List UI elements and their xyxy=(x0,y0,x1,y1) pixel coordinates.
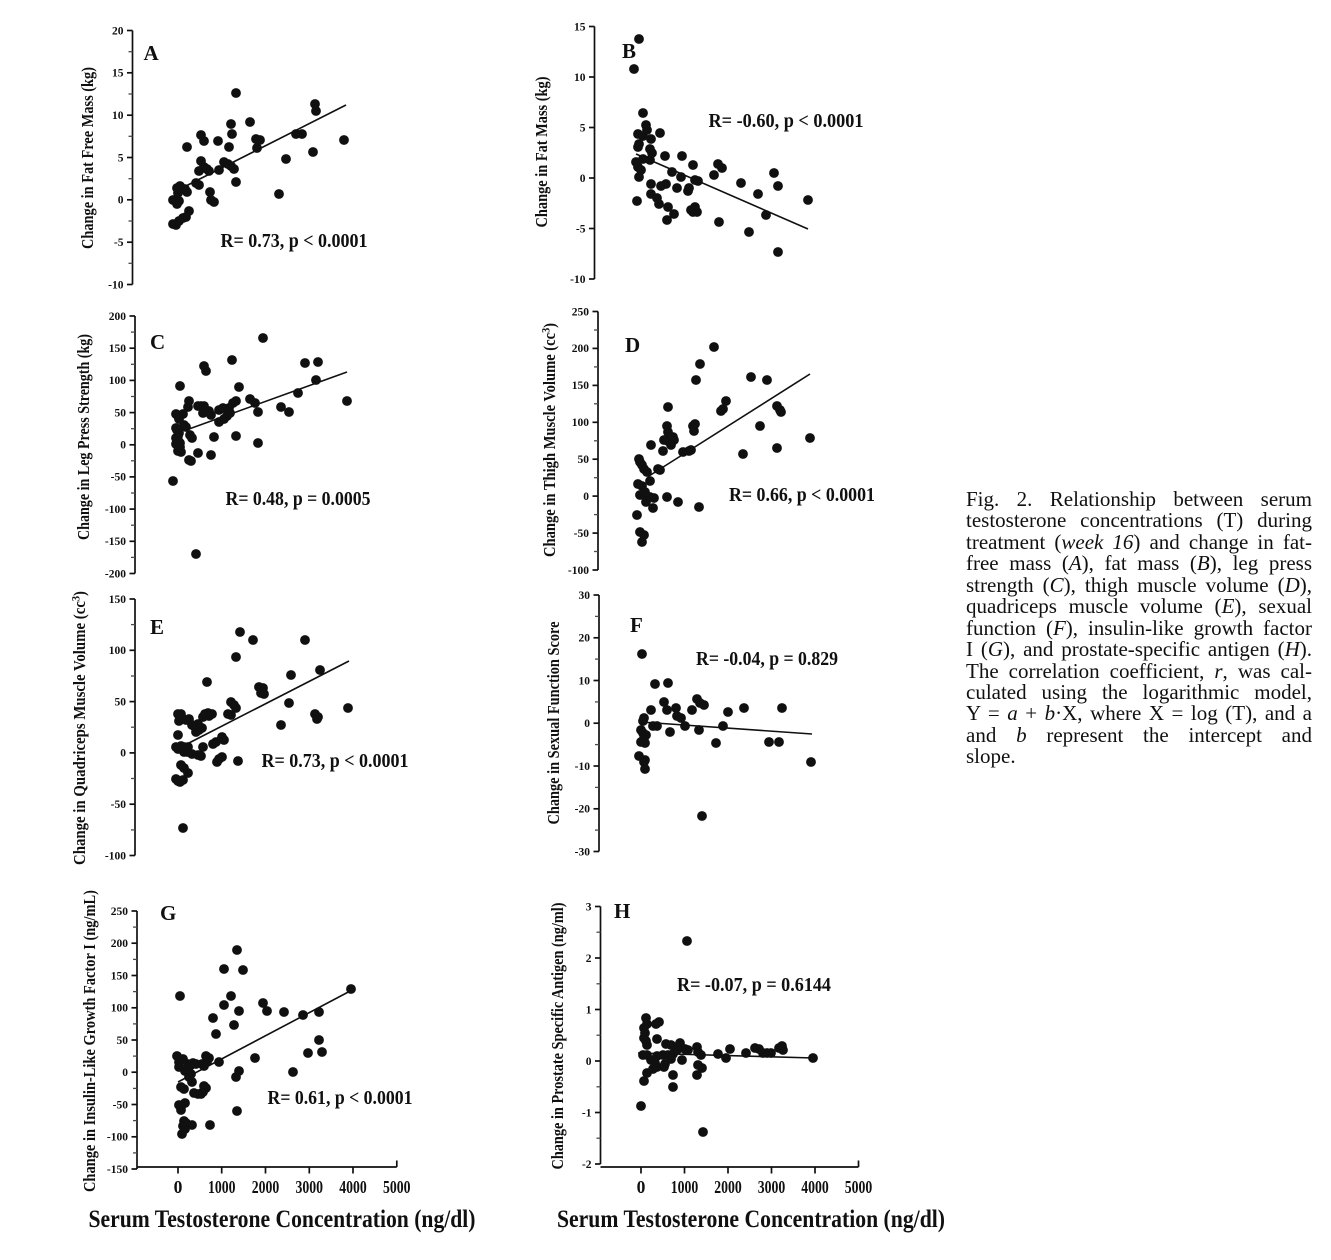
svg-text:Serum Testosterone Concentrati: Serum Testosterone Concentration (ng/dl) xyxy=(89,1206,476,1233)
svg-text:Serum Testosterone Concentrati: Serum Testosterone Concentration (ng/dl) xyxy=(557,1206,945,1233)
svg-text:-5: -5 xyxy=(114,237,124,249)
svg-text:3000: 3000 xyxy=(296,1177,324,1197)
svg-text:5000: 5000 xyxy=(845,1177,873,1197)
svg-text:F: F xyxy=(630,613,643,637)
svg-text:C: C xyxy=(150,330,165,354)
svg-text:E: E xyxy=(150,615,164,639)
svg-text:G: G xyxy=(160,901,176,925)
svg-text:1: 1 xyxy=(586,1004,592,1016)
svg-text:-20: -20 xyxy=(575,804,591,816)
svg-text:-50: -50 xyxy=(111,799,127,811)
svg-text:15: 15 xyxy=(112,68,124,80)
svg-text:2000: 2000 xyxy=(714,1177,742,1197)
svg-text:100: 100 xyxy=(109,645,127,657)
svg-text:200: 200 xyxy=(109,311,127,323)
svg-text:0: 0 xyxy=(586,1056,592,1068)
svg-text:-100: -100 xyxy=(105,504,126,516)
svg-text:200: 200 xyxy=(111,938,129,950)
svg-text:-100: -100 xyxy=(105,850,126,862)
svg-text:-50: -50 xyxy=(113,1099,129,1111)
svg-text:15: 15 xyxy=(574,21,586,33)
svg-text:0: 0 xyxy=(580,173,586,185)
svg-text:0: 0 xyxy=(118,195,124,207)
svg-text:R= 0.73, p < 0.0001: R= 0.73, p < 0.0001 xyxy=(221,231,368,252)
svg-text:H: H xyxy=(614,899,630,923)
svg-text:5: 5 xyxy=(118,152,124,164)
svg-text:Change in Quadriceps Muscle Vo: Change in Quadriceps Muscle Volume (cc3) xyxy=(70,591,89,865)
svg-text:Change in Prostate Specific An: Change in Prostate Specific Antigen (ng/… xyxy=(548,903,567,1170)
svg-text:100: 100 xyxy=(109,375,127,387)
svg-text:B: B xyxy=(622,39,636,63)
svg-text:-50: -50 xyxy=(574,528,590,540)
svg-text:5: 5 xyxy=(580,122,586,134)
svg-text:2: 2 xyxy=(586,953,592,965)
svg-text:250: 250 xyxy=(572,306,590,318)
svg-text:-10: -10 xyxy=(108,279,124,291)
svg-text:0: 0 xyxy=(122,1067,128,1079)
svg-text:R= -0.07, p = 0.6144: R= -0.07, p = 0.6144 xyxy=(677,975,831,996)
svg-text:-150: -150 xyxy=(107,1164,128,1176)
svg-text:-10: -10 xyxy=(575,761,591,773)
svg-text:100: 100 xyxy=(111,1003,129,1015)
svg-text:1000: 1000 xyxy=(671,1177,699,1197)
svg-text:5000: 5000 xyxy=(383,1177,411,1197)
svg-text:20: 20 xyxy=(579,633,591,645)
svg-text:50: 50 xyxy=(115,407,127,419)
svg-text:150: 150 xyxy=(109,594,127,606)
svg-text:0: 0 xyxy=(583,491,589,503)
svg-text:A: A xyxy=(144,41,160,65)
svg-text:100: 100 xyxy=(572,417,590,429)
svg-text:50: 50 xyxy=(117,1035,129,1047)
svg-text:-2: -2 xyxy=(582,1159,592,1171)
svg-text:10: 10 xyxy=(112,110,124,122)
svg-text:Change in Fat Mass (kg): Change in Fat Mass (kg) xyxy=(532,77,551,228)
svg-text:30: 30 xyxy=(579,590,591,602)
svg-text:50: 50 xyxy=(115,696,127,708)
svg-text:Change in Sexual Function Scor: Change in Sexual Function Score xyxy=(544,622,563,825)
svg-text:Change in Insulin-Like Growth: Change in Insulin-Like Growth Factor I (… xyxy=(80,890,99,1192)
svg-text:4000: 4000 xyxy=(339,1177,367,1197)
svg-text:R= 0.66, p < 0.0001: R= 0.66, p < 0.0001 xyxy=(729,485,875,506)
svg-text:R= 0.48, p = 0.0005: R= 0.48, p = 0.0005 xyxy=(226,489,371,510)
svg-text:250: 250 xyxy=(111,906,129,918)
svg-text:-100: -100 xyxy=(568,565,589,577)
svg-text:Change in Leg Press Strength (: Change in Leg Press Strength (kg) xyxy=(74,334,93,540)
svg-text:-30: -30 xyxy=(575,846,591,858)
svg-text:10: 10 xyxy=(574,72,586,84)
svg-text:150: 150 xyxy=(111,970,129,982)
svg-text:R= -0.04, p = 0.829: R= -0.04, p = 0.829 xyxy=(696,649,838,670)
svg-text:0: 0 xyxy=(174,1177,183,1197)
svg-text:150: 150 xyxy=(109,343,127,355)
svg-text:0: 0 xyxy=(637,1177,646,1197)
svg-text:-5: -5 xyxy=(576,223,586,235)
svg-text:3000: 3000 xyxy=(758,1177,786,1197)
svg-text:150: 150 xyxy=(572,380,590,392)
svg-text:-50: -50 xyxy=(111,472,127,484)
svg-text:-200: -200 xyxy=(105,568,126,580)
svg-text:2000: 2000 xyxy=(252,1177,280,1197)
svg-text:-10: -10 xyxy=(570,274,586,286)
svg-text:-150: -150 xyxy=(105,536,126,548)
svg-text:R= 0.73, p < 0.0001: R= 0.73, p < 0.0001 xyxy=(262,751,409,772)
svg-text:0: 0 xyxy=(120,748,126,760)
svg-text:4000: 4000 xyxy=(801,1177,829,1197)
svg-text:Change in Thigh Muscle Volume: Change in Thigh Muscle Volume (cc3) xyxy=(540,323,559,557)
svg-text:D: D xyxy=(625,333,640,357)
svg-text:0: 0 xyxy=(120,440,126,452)
svg-text:10: 10 xyxy=(579,675,591,687)
svg-text:200: 200 xyxy=(572,343,590,355)
svg-text:3: 3 xyxy=(586,901,592,913)
svg-text:-100: -100 xyxy=(107,1132,128,1144)
svg-text:R= 0.61, p < 0.0001: R= 0.61, p < 0.0001 xyxy=(268,1088,413,1109)
svg-text:20: 20 xyxy=(112,25,124,37)
svg-text:R= -0.60, p < 0.0001: R= -0.60, p < 0.0001 xyxy=(709,111,864,132)
svg-text:-1: -1 xyxy=(582,1107,592,1119)
svg-text:0: 0 xyxy=(584,718,590,730)
svg-text:1000: 1000 xyxy=(208,1177,236,1197)
svg-text:50: 50 xyxy=(578,454,590,466)
svg-text:Change in Fat Free Mass (kg): Change in Fat Free Mass (kg) xyxy=(78,67,97,249)
